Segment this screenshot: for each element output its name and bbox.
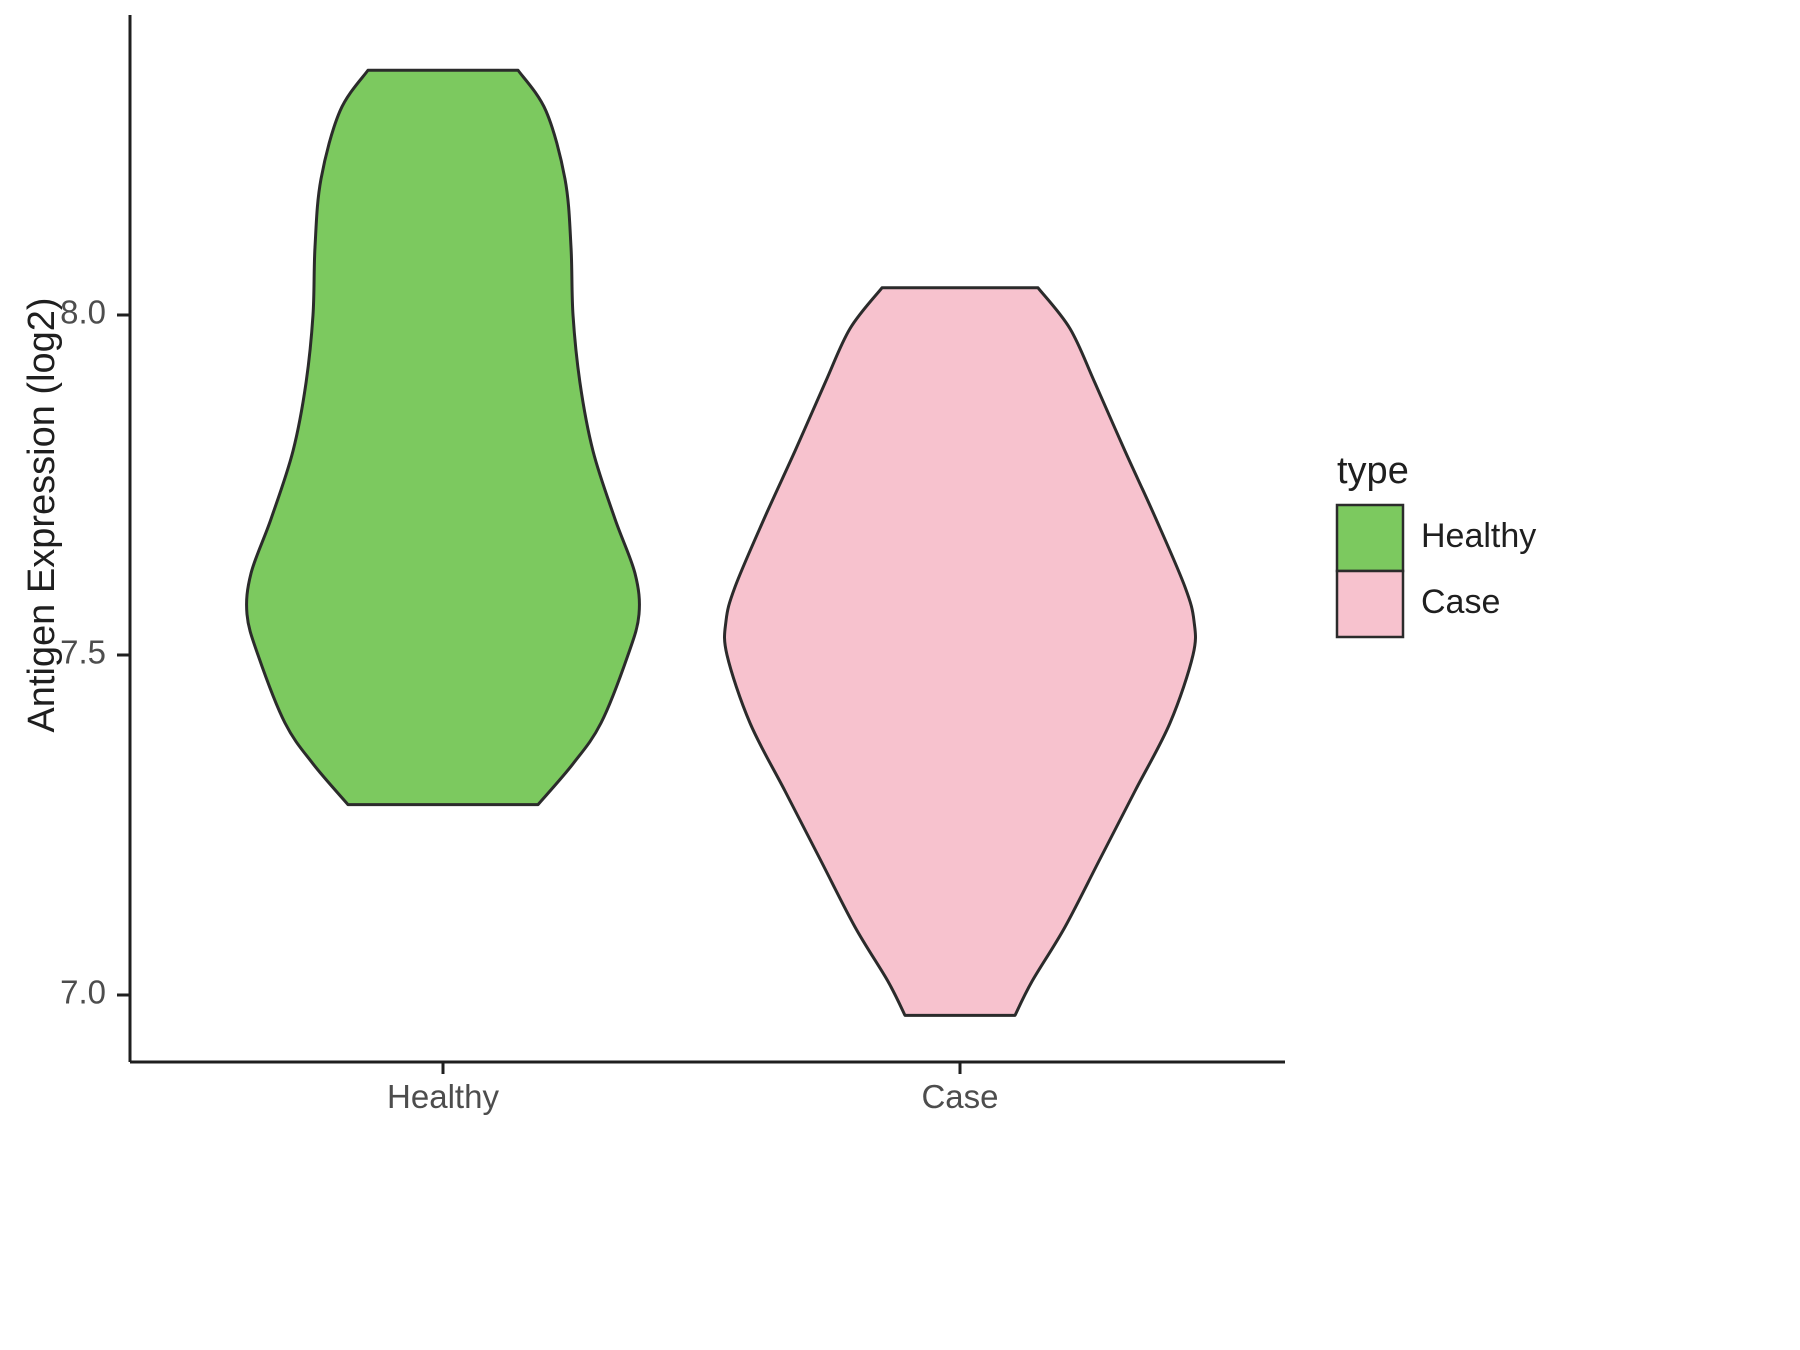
violin-healthy xyxy=(245,68,641,807)
x-axis: Healthy Case xyxy=(130,1060,1285,1115)
y-tick-label-7.0: 7.0 xyxy=(60,974,106,1011)
y-tick-label-7.5: 7.5 xyxy=(60,634,106,671)
y-axis-title: Antigen Expression (log2) xyxy=(21,297,63,732)
legend: type Healthy Case xyxy=(1335,450,1536,639)
x-tick-label-healthy: Healthy xyxy=(387,1078,499,1115)
legend-label-healthy: Healthy xyxy=(1421,517,1536,555)
y-axis: 8.0 7.5 7.0 Antigen Expression (log2) xyxy=(21,15,132,1062)
x-tick-label-case: Case xyxy=(921,1078,998,1115)
legend-swatch-healthy xyxy=(1335,503,1405,573)
violin-case xyxy=(723,286,1197,1017)
y-tick-label-8.0: 8.0 xyxy=(60,294,106,331)
violins-layer xyxy=(245,68,1197,1017)
legend-label-case: Case xyxy=(1421,583,1500,621)
legend-title: type xyxy=(1337,450,1409,492)
legend-swatch-case xyxy=(1335,569,1405,639)
